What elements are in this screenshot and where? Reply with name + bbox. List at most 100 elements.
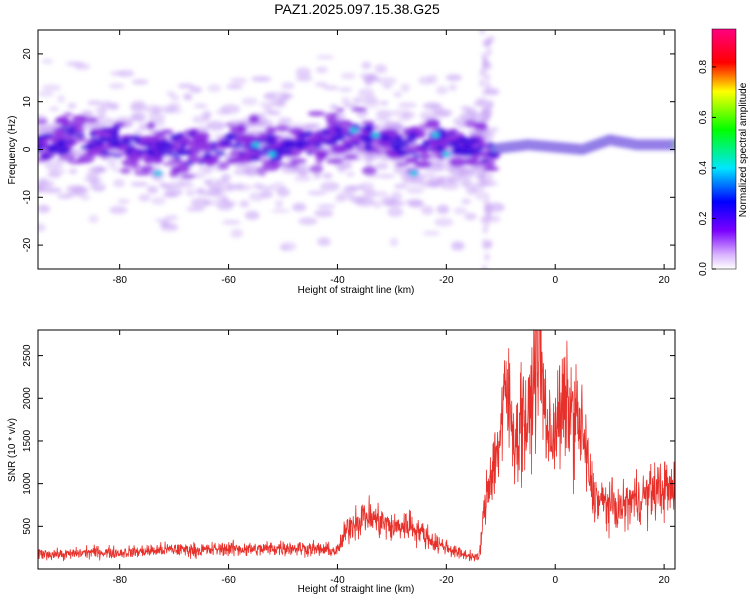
spectrogram-blob — [456, 137, 467, 142]
spectrogram-blob — [241, 97, 258, 106]
spectrogram-x-label: Height of straight line (km) — [298, 285, 415, 296]
spectrogram-blob — [339, 120, 352, 126]
snr-x-label: Height of straight line (km) — [298, 584, 415, 595]
colorbar-gradient — [711, 28, 737, 270]
spectrogram-blob — [269, 97, 285, 107]
spectrogram-blob — [233, 169, 252, 175]
spectrogram-blob — [480, 216, 487, 225]
spectrogram-blob — [102, 100, 112, 106]
spectrogram-blob — [478, 79, 485, 88]
spectrogram-blob — [165, 187, 183, 197]
y-tick-label: 1500 — [22, 429, 33, 452]
spectrogram-blob — [108, 152, 117, 156]
spectrogram-blob — [74, 132, 85, 139]
spectrogram-blob — [372, 190, 389, 198]
spectrogram-blob — [206, 120, 226, 131]
spectrogram-blob — [338, 87, 353, 92]
spectrogram-blob — [364, 95, 378, 104]
spectrogram-blob — [445, 74, 462, 82]
spectrogram-blob — [109, 137, 121, 142]
spectrogram-blob — [38, 135, 44, 143]
spectrogram-blob — [50, 129, 65, 138]
spectrogram-blob — [153, 153, 160, 158]
spectrogram-blob — [398, 116, 411, 122]
spectrogram-blob — [198, 166, 214, 172]
y-tick-label: -20 — [22, 237, 33, 252]
spectrogram-blob — [345, 132, 354, 137]
spectrogram-blob — [135, 149, 145, 155]
spectrogram-blob — [480, 152, 490, 157]
spectrogram-blob — [146, 185, 159, 195]
spectrogram-blob — [364, 142, 372, 150]
spectrogram-blob — [391, 191, 403, 202]
colorbar-tick-label: 0.4 — [698, 161, 709, 175]
spectrogram-blob — [269, 152, 276, 157]
spectrogram-blob — [317, 237, 331, 247]
snr-x-ticks: -80 -60 -40 -20 0 20 — [112, 330, 670, 586]
spectrogram-blob — [451, 241, 465, 251]
spectrogram-blob — [349, 123, 360, 128]
x-tick-label: 20 — [659, 575, 671, 586]
spectrogram-blob — [168, 152, 179, 158]
spectrogram-blob — [385, 199, 405, 207]
spectrogram-blob — [408, 140, 418, 144]
spectrogram-blob — [230, 228, 244, 238]
spectrogram-blob — [150, 196, 166, 205]
spectrogram-blob — [215, 108, 231, 116]
spectrogram-blob — [100, 149, 110, 156]
spectrogram-blob — [198, 160, 205, 165]
spectrogram-blob — [207, 84, 222, 93]
spectrogram-blob — [309, 164, 324, 173]
spectrogram-blob — [100, 127, 110, 131]
spectrogram-blob — [407, 199, 425, 208]
spectrogram-blob — [269, 161, 286, 167]
spectrogram-blob — [230, 144, 241, 149]
spectrogram-blob — [422, 230, 441, 236]
x-tick-label: -20 — [439, 575, 454, 586]
spectrogram-blob — [317, 204, 336, 209]
spectrogram-blob — [267, 110, 281, 116]
spectrogram-blob — [466, 186, 478, 195]
x-tick-label: -60 — [221, 575, 236, 586]
spectrogram-blob — [375, 109, 393, 119]
spectrogram-blob — [419, 111, 436, 121]
spectrogram-blob — [221, 173, 232, 182]
spectrogram-blob — [449, 157, 467, 167]
spectrogram-blob — [358, 88, 375, 98]
spectrogram-blob — [476, 122, 487, 128]
spectrogram-blob — [450, 173, 467, 180]
spectrogram-blob — [362, 188, 376, 198]
spectrogram-blob — [88, 166, 106, 173]
spectrogram-blob — [226, 84, 243, 90]
spectrogram-blob — [361, 166, 378, 176]
spectrogram-blob — [407, 151, 418, 155]
spectrogram-blob — [203, 199, 220, 206]
spectrogram-blob — [376, 173, 396, 179]
spectrogram-blob — [372, 200, 383, 209]
spectrogram-blob — [108, 102, 120, 111]
x-tick-label: -80 — [112, 575, 127, 586]
spectrogram-blob — [162, 161, 178, 167]
spectrogram-blob — [433, 138, 441, 143]
spectrogram-blob — [38, 143, 45, 150]
spectrogram-blob — [95, 108, 108, 113]
spectrogram-blob — [173, 165, 190, 174]
spectrogram-blob — [366, 153, 381, 160]
spectrogram-blob — [279, 241, 297, 251]
spectrogram-blob — [361, 61, 372, 70]
spectrogram-blob — [107, 160, 117, 169]
spectrogram-blob — [322, 172, 333, 179]
spectrogram-blob — [219, 140, 231, 146]
spectrogram-blob — [112, 179, 126, 188]
x-tick-label: -80 — [112, 275, 127, 286]
spectrogram-blob — [281, 149, 293, 155]
spectrogram-blob — [237, 156, 253, 164]
spectrogram-blob — [269, 148, 280, 152]
spectrogram-blob — [292, 202, 307, 212]
spectrogram-blob — [38, 177, 48, 184]
spectrogram-blob — [121, 137, 131, 143]
spectrogram-blob — [301, 123, 317, 130]
spectrogram-blob — [377, 77, 397, 85]
y-tick-label: 0 — [22, 146, 33, 152]
spectrogram-blob — [484, 73, 491, 82]
